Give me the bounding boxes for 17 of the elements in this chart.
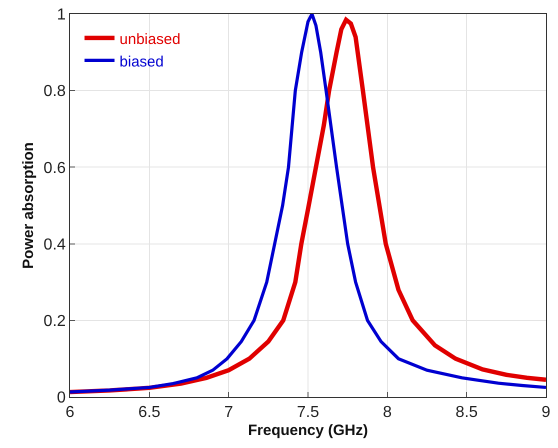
x-tick-label: 6 — [66, 404, 75, 422]
y-tick-label: 0.4 — [44, 236, 66, 254]
legend-label: unbiased — [120, 30, 180, 48]
y-tick-label: 0 — [56, 390, 66, 407]
y-tick-label: 0.8 — [44, 83, 66, 100]
x-tick-label: 7.5 — [296, 404, 320, 422]
x-tick-label: 8.5 — [456, 404, 478, 422]
y-tick-label: 0.2 — [44, 313, 66, 330]
x-tick-label: 6.5 — [138, 404, 161, 422]
x-tick-label: 9 — [542, 404, 551, 422]
x-tick-label: 7 — [224, 404, 234, 422]
x-axis-title: Frequency (GHz) — [248, 422, 368, 440]
y-axis-title: Power absorption — [20, 142, 37, 269]
y-tick-label: 1 — [56, 6, 66, 24]
x-tick-label: 8 — [382, 404, 392, 422]
y-tick-label: 0.6 — [44, 160, 66, 177]
legend-label: biased — [120, 53, 164, 70]
